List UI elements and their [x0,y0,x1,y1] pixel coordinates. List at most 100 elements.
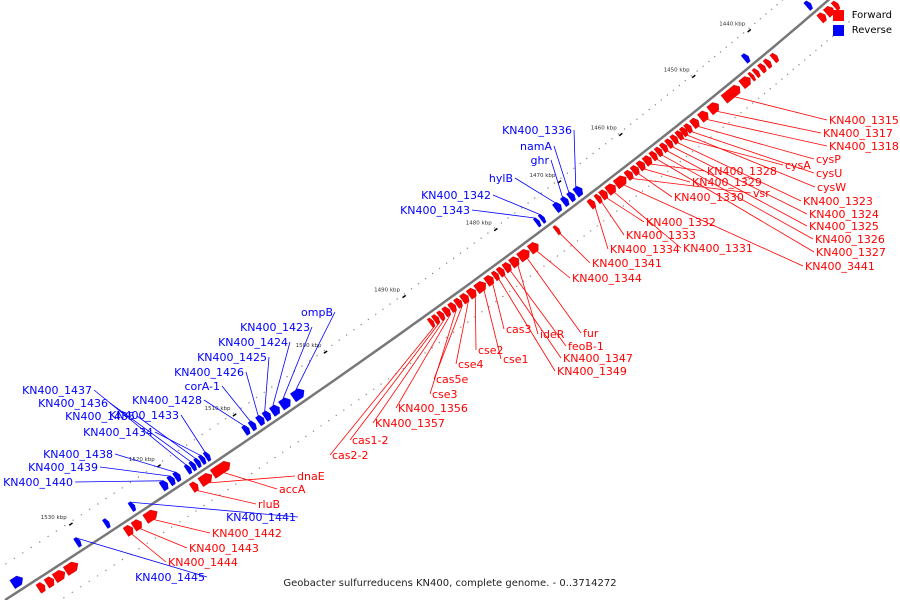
leader-line [498,279,556,372]
minor-tick [759,18,762,20]
minor-tick [473,242,475,244]
forward-gene [816,12,827,24]
minor-tick [466,247,469,249]
minor-tick [660,175,663,177]
gene-label: ideR [540,328,565,341]
forward-gene [197,473,213,487]
minor-tick [509,290,511,293]
gene-label: KN400_1436 [38,397,108,410]
tick-label: 1440 kbp [719,22,745,28]
leader-line [624,184,804,267]
minor-tick [763,92,766,95]
minor-tick [460,326,462,328]
minor-tick [746,107,748,109]
minor-tick [660,99,662,101]
reverse-gene [269,404,280,417]
gene-label: namA [520,140,552,153]
reverse-gene [127,501,137,512]
reverse-gene [183,464,193,475]
minor-tick [636,118,638,121]
gene-label: KN400_1328 [707,165,777,178]
minor-tick [389,303,391,305]
leader-line [656,159,815,253]
leader-line [614,192,682,249]
tick-label: 1490 kbp [374,288,400,294]
minor-tick [431,272,434,275]
gene-label: KN400_1440 [3,476,73,489]
leader-line [114,453,176,473]
gene-label: KN400_1426 [174,366,244,379]
gene-label: hylB [489,172,513,185]
minor-tick [47,535,49,538]
gene-label: vsr [753,187,770,200]
forward-gene [526,242,539,255]
leader-line [221,385,251,422]
gene-label: feoB-1 [568,340,604,353]
minor-tick [248,402,250,404]
minor-tick [815,49,817,52]
minor-tick [605,143,607,145]
forward-gene [747,71,757,82]
minor-tick [162,531,165,534]
minor-tick [853,16,856,18]
minor-tick [809,54,811,56]
leader-line [349,322,440,441]
minor-tick [258,467,261,469]
minor-tick [487,232,489,234]
major-tick [691,74,696,79]
leader-line [651,163,706,172]
leader-line [474,296,477,351]
gene-label: KN400_1323 [803,195,873,208]
leader-line [683,138,784,166]
leader-line [601,202,625,236]
leader-line [197,490,257,505]
reverse-swatch [832,25,844,36]
tick-label: 1500 kbp [296,343,322,349]
minor-tick [579,162,581,165]
gene-label: ompB [301,306,333,319]
major-tick [323,350,328,354]
minor-tick [765,13,767,15]
minor-tick [305,435,307,438]
forward-gene [738,76,751,90]
minor-tick [409,362,412,364]
minor-tick [360,324,362,326]
minor-tick [365,393,367,396]
minor-tick [826,40,828,42]
minor-tick [113,492,115,494]
reverse-gene [9,575,23,589]
minor-tick [424,352,426,354]
minor-tick [195,510,197,512]
genome-backbone [4,0,831,600]
minor-tick [39,541,41,543]
reverse-gene [740,53,751,64]
minor-tick [452,257,455,259]
forward-gene [188,481,199,493]
minor-tick [598,147,601,150]
minor-tick [576,240,579,242]
legend-item-reverse: Reverse [832,23,892,38]
forward-gene [431,314,441,325]
gene-label: KN400_1315 [829,114,899,127]
minor-tick [648,108,650,111]
minor-tick [266,462,268,464]
major-tick [68,522,73,526]
minor-tick [804,59,806,61]
leader-line [395,315,451,409]
minor-tick [770,8,773,11]
minor-tick [481,311,483,313]
minor-tick [80,586,82,588]
minor-tick [193,439,196,441]
forward-gene [664,138,674,150]
minor-tick [137,476,140,478]
minor-tick [453,331,455,333]
minor-tick [776,3,778,6]
minor-tick [353,329,355,331]
minor-tick [169,455,172,457]
minor-tick [502,295,504,298]
forward-gene [552,225,562,236]
forward-gene [623,169,634,181]
reverse-gene [202,451,212,462]
leader-line [677,142,802,202]
leader-line [209,475,296,484]
